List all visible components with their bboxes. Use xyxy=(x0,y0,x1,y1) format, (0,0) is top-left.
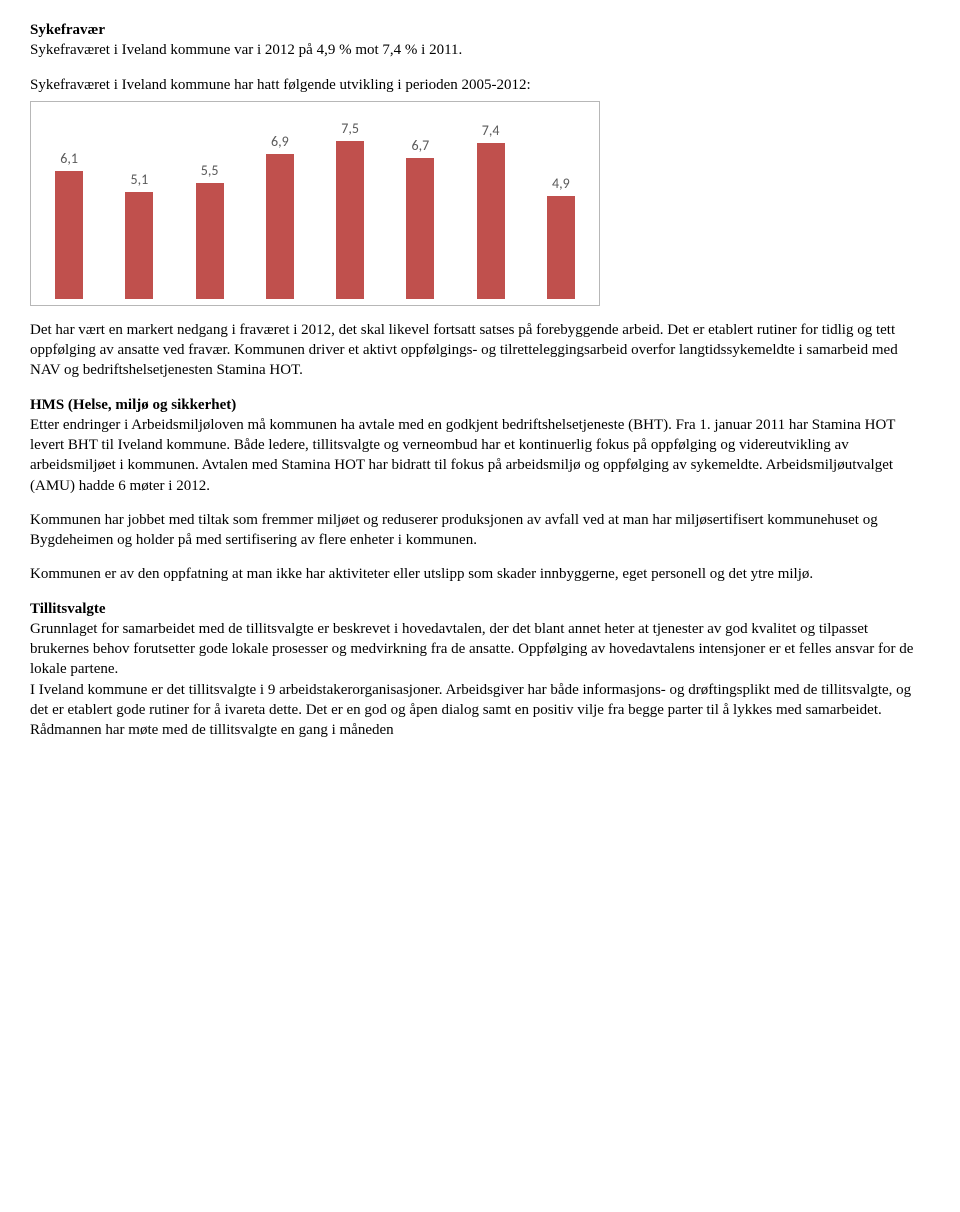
chart-bar: 5,5 xyxy=(190,162,230,298)
chart-bar-label: 6,9 xyxy=(271,133,289,152)
chart-bar-rect xyxy=(266,154,294,299)
text-hms-3: Kommunen er av den oppfatning at man ikk… xyxy=(30,564,930,584)
chart-bar-rect xyxy=(336,141,364,299)
chart-bar-rect xyxy=(477,143,505,298)
chart-bar: 4,9 xyxy=(541,175,581,299)
chart-bar: 7,4 xyxy=(471,122,511,298)
text-sykefravaer-body: Det har vært en markert nedgang i fravær… xyxy=(30,320,930,381)
chart-bar-label: 5,1 xyxy=(131,171,149,190)
text-sykefravaer-utvikling: Sykefraværet i Iveland kommune har hatt … xyxy=(30,75,930,95)
chart-bar-rect xyxy=(406,158,434,299)
chart-bar: 5,1 xyxy=(119,171,159,299)
text-tillitsvalgte: Grunnlaget for samarbeidet med de tillit… xyxy=(30,621,913,738)
chart-bar-label: 6,1 xyxy=(60,150,78,169)
chart-bar-label: 4,9 xyxy=(552,175,570,194)
chart-bar-label: 6,7 xyxy=(412,137,430,156)
chart-bar-rect xyxy=(547,196,575,299)
sykefravaer-chart: 6,1 5,1 5,5 6,9 7,5 6,7 7,4 4,9 xyxy=(30,101,600,306)
chart-bar: 6,1 xyxy=(49,150,89,299)
chart-bar-rect xyxy=(196,183,224,299)
chart-bar-label: 7,5 xyxy=(341,120,359,139)
text-sykefravaer-intro: Sykefraværet i Iveland kommune var i 201… xyxy=(30,40,930,60)
chart-bar-rect xyxy=(55,171,83,299)
chart-bar-label: 7,4 xyxy=(482,122,500,141)
text-hms-2: Kommunen har jobbet med tiltak som fremm… xyxy=(30,510,930,551)
chart-bar-rect xyxy=(125,192,153,299)
chart-bar: 7,5 xyxy=(330,120,370,298)
heading-tillitsvalgte: Tillitsvalgte xyxy=(30,601,106,617)
heading-hms: HMS (Helse, miljø og sikkerhet) xyxy=(30,397,236,413)
chart-bar: 6,7 xyxy=(400,137,440,299)
text-hms-1: Etter endringer i Arbeidsmiljøloven må k… xyxy=(30,417,895,494)
heading-sykefravaer: Sykefravær xyxy=(30,22,105,38)
chart-bar: 6,9 xyxy=(260,133,300,299)
chart-bar-label: 5,5 xyxy=(201,162,219,181)
